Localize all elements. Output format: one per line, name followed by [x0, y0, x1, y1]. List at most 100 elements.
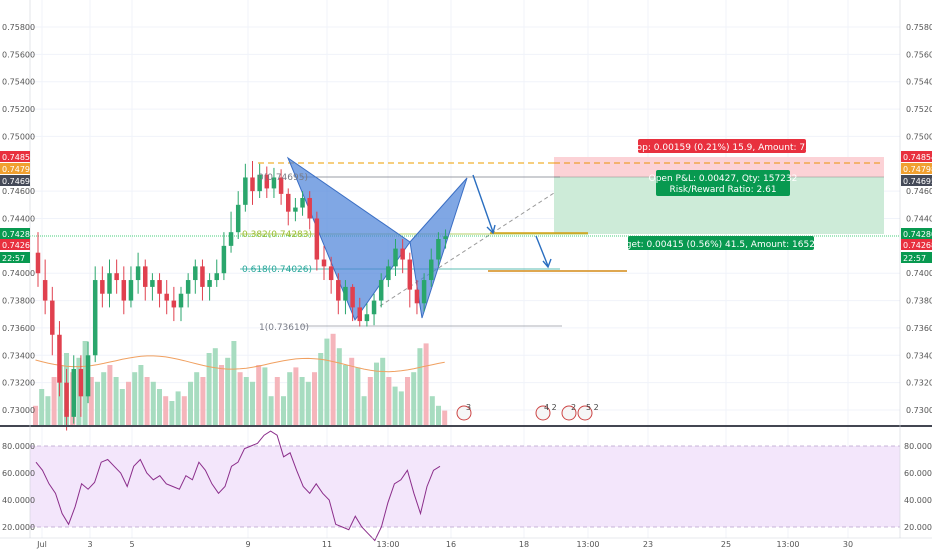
volume-bar-55 — [374, 362, 379, 425]
rsi-tick-left-2: 40.0000 — [2, 496, 35, 505]
candle-22 — [193, 259, 198, 294]
candle-0 — [35, 232, 41, 287]
volume-bar-24 — [181, 396, 187, 425]
candle-20 — [178, 286, 184, 322]
volume-bar-61 — [411, 372, 417, 425]
price-tick-7: 0.74000 — [906, 269, 932, 278]
volume-bar-15 — [126, 381, 131, 425]
time-tick-5: 13:00 — [376, 540, 399, 549]
time-axis: Jul 3 5 9 11 13:00 16 18 13:00 23 25 13:00 30 — [36, 540, 853, 549]
volume-bar-39 — [274, 377, 280, 425]
price-tag-4: 0.74268 — [903, 241, 932, 250]
price-tick-12: 0.73000 — [906, 406, 932, 415]
volume-bar-2 — [45, 396, 51, 425]
candle-44 — [350, 284, 355, 322]
price-tag-bg-1 — [901, 163, 932, 174]
price-tag-left-bg-4 — [0, 239, 30, 250]
price-tag-left-bg-5 — [0, 252, 30, 263]
volume-bar-62 — [417, 348, 423, 425]
volume-bar-57 — [386, 377, 392, 425]
event-marker-3-text: 2 — [571, 403, 576, 412]
price-tag-left-2: 0.74695 — [2, 177, 35, 186]
volume-bar-44 — [305, 381, 311, 425]
event-marker-4[interactable]: 5 2 — [577, 403, 599, 421]
volume-bar-51 — [349, 357, 355, 425]
rsi-tick-0: 80.0000 — [904, 442, 932, 451]
price-tick-left-1: 0.75600 — [2, 50, 35, 59]
candle-34 — [278, 169, 284, 205]
candle-49 — [386, 259, 391, 287]
candle-5 — [71, 355, 76, 424]
candle-11 — [114, 259, 119, 294]
volume-bar-35 — [250, 381, 255, 425]
time-tick-7: 18 — [519, 540, 529, 549]
volume-bar-30 — [219, 365, 224, 425]
candle-55 — [429, 248, 434, 287]
event-marker-2[interactable]: 4 2 — [535, 403, 557, 421]
candle-39 — [314, 211, 320, 271]
candle-10 — [107, 259, 112, 308]
volume-ma-line — [35, 355, 445, 373]
price-tag-left-bg-0 — [0, 151, 30, 162]
price-tag-left-bg-1 — [0, 163, 30, 174]
volume-bar-38 — [268, 396, 274, 425]
volume-bar-10 — [95, 381, 100, 425]
price-tag-0: 0.74854 — [903, 153, 932, 162]
volume-bar-63 — [423, 343, 429, 425]
candle-2 — [50, 286, 55, 356]
time-tick-4: 11 — [322, 540, 332, 549]
price-tick-1: 0.75600 — [906, 50, 932, 59]
volume-bar-20 — [157, 389, 162, 425]
candle-48 — [378, 273, 384, 308]
event-marker-3[interactable]: 2 — [561, 403, 577, 421]
candle-52 — [407, 252, 413, 308]
volume-bar-33 — [237, 372, 243, 425]
volume-bar-13 — [113, 377, 119, 425]
rsi-tick-1: 60.0000 — [904, 469, 932, 478]
stop-zone[interactable] — [554, 157, 884, 177]
candle-16 — [150, 273, 155, 301]
price-tick-10: 0.73400 — [906, 351, 932, 360]
rsi-tick-left-3: 20.0000 — [2, 523, 35, 532]
target-label: Target: 0.00415 (0.56%) 41.5, Amount: 16… — [612, 240, 830, 250]
volume-bar-52 — [355, 367, 361, 425]
price-tick-left-4: 0.75000 — [2, 132, 35, 141]
candle-47 — [371, 293, 377, 326]
time-tick-12: 30 — [843, 540, 853, 549]
price-tick-left-11: 0.73200 — [2, 379, 35, 388]
volume-bar-14 — [119, 389, 125, 425]
price-tick-3: 0.75200 — [906, 105, 932, 114]
candle-6 — [78, 355, 84, 417]
volume-bar-3 — [51, 377, 57, 425]
candle-19 — [171, 286, 177, 322]
volume-bar-54 — [367, 377, 373, 425]
price-tag-left-bg-2 — [0, 175, 30, 186]
candle-42 — [336, 273, 341, 315]
price-tick-left-8: 0.73800 — [2, 297, 35, 306]
volume-bar-12 — [107, 365, 113, 425]
price-axis: 0.75800 0.75600 0.75400 0.75200 0.75000 0.746… — [906, 23, 932, 415]
price-tag-left-5: 22:57 — [2, 254, 25, 263]
candle-14 — [135, 252, 141, 294]
candle-12 — [121, 266, 127, 315]
volume-bar-21 — [163, 396, 169, 425]
price-tick-left-7: 0.74000 — [2, 269, 35, 278]
pnl-label-bg — [656, 170, 790, 196]
candle-27 — [228, 211, 234, 253]
volume-bar-31 — [225, 357, 231, 425]
candle-51 — [400, 239, 405, 274]
volume-bar-32 — [231, 341, 237, 425]
volume-bar-16 — [132, 372, 138, 425]
price-tag-left-0: 0.74854 — [2, 153, 35, 162]
volume-bar-40 — [281, 396, 286, 425]
price-axis-left: 0.75800 0.75600 0.75400 0.75200 0.75000 0.746… — [2, 23, 35, 415]
volume-bar-43 — [299, 377, 305, 425]
volume-bar-27 — [200, 377, 206, 425]
volume-bar-42 — [293, 367, 299, 425]
event-marker-1[interactable]: 3 — [456, 403, 472, 421]
volume-bar-41 — [287, 372, 293, 425]
price-tick-5: 0.74600 — [906, 187, 932, 196]
candle-28 — [235, 191, 241, 240]
